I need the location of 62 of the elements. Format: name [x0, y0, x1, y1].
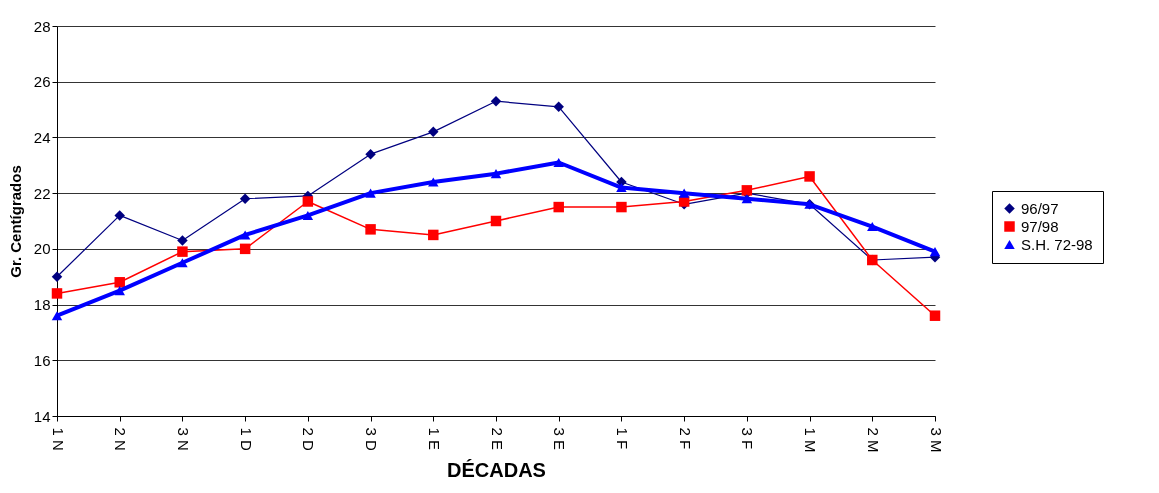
point	[428, 126, 439, 138]
x-tick-label: 2 N	[112, 427, 130, 451]
point	[929, 310, 941, 321]
y-tick-label: 20	[33, 240, 51, 258]
point	[239, 243, 251, 255]
legend-label: 97/98	[1021, 217, 1059, 235]
point	[553, 157, 564, 168]
point	[177, 246, 188, 257]
y-tick-label: 28	[33, 17, 51, 35]
y-tick-label: 26	[33, 73, 51, 91]
y-tick-label: 18	[33, 296, 51, 314]
x-tick-label: 1 F	[613, 427, 631, 450]
y-tick-label: 14	[33, 407, 51, 425]
point	[929, 247, 941, 257]
legend-label: S.H. 72-98	[1021, 235, 1093, 253]
point	[804, 171, 815, 182]
point	[51, 271, 63, 282]
point	[490, 215, 502, 227]
y-tick-label: 16	[33, 351, 51, 369]
point	[51, 288, 63, 299]
x-tick-label: 3 M	[927, 427, 945, 453]
point	[114, 210, 125, 221]
point	[114, 277, 125, 288]
point	[553, 201, 564, 213]
point	[365, 148, 376, 160]
x-tick-label: 1 N	[49, 427, 67, 451]
y-axis-title: Gr. Centígrados	[6, 165, 24, 278]
x-tick-label: 1 D	[237, 427, 255, 452]
point	[553, 101, 564, 113]
point	[616, 201, 627, 213]
point	[365, 188, 376, 198]
point	[239, 230, 251, 240]
point	[302, 196, 314, 207]
point	[490, 95, 502, 107]
point	[428, 177, 439, 187]
point	[177, 258, 188, 268]
x-tick-label: 3 N	[174, 427, 192, 451]
point	[616, 183, 627, 193]
y-tick-label: 22	[33, 184, 51, 202]
x-tick-label: 2 F	[676, 427, 694, 450]
x-tick-label: 1 M	[802, 427, 820, 453]
point	[365, 224, 376, 235]
x-tick-label: 2 D	[300, 427, 318, 452]
x-tick-label: 3 F	[739, 427, 757, 450]
point	[114, 286, 125, 296]
y-tick-label: 24	[33, 128, 51, 146]
point	[678, 188, 690, 198]
point	[239, 193, 251, 204]
point	[302, 210, 314, 220]
point	[51, 311, 63, 321]
x-tick-label: 3 E	[551, 427, 569, 451]
x-tick-label: 2 E	[488, 427, 506, 451]
x-tick-label: 1 E	[425, 427, 443, 451]
x-tick-label: 2 M	[864, 427, 882, 453]
point	[177, 235, 188, 246]
legend-label: 96/97	[1021, 199, 1059, 217]
point	[428, 229, 439, 241]
point	[741, 194, 753, 204]
point	[867, 222, 878, 232]
point	[490, 169, 502, 179]
x-tick-label: 3 D	[363, 427, 381, 452]
x-axis-title: DÉCADAS	[447, 458, 546, 481]
